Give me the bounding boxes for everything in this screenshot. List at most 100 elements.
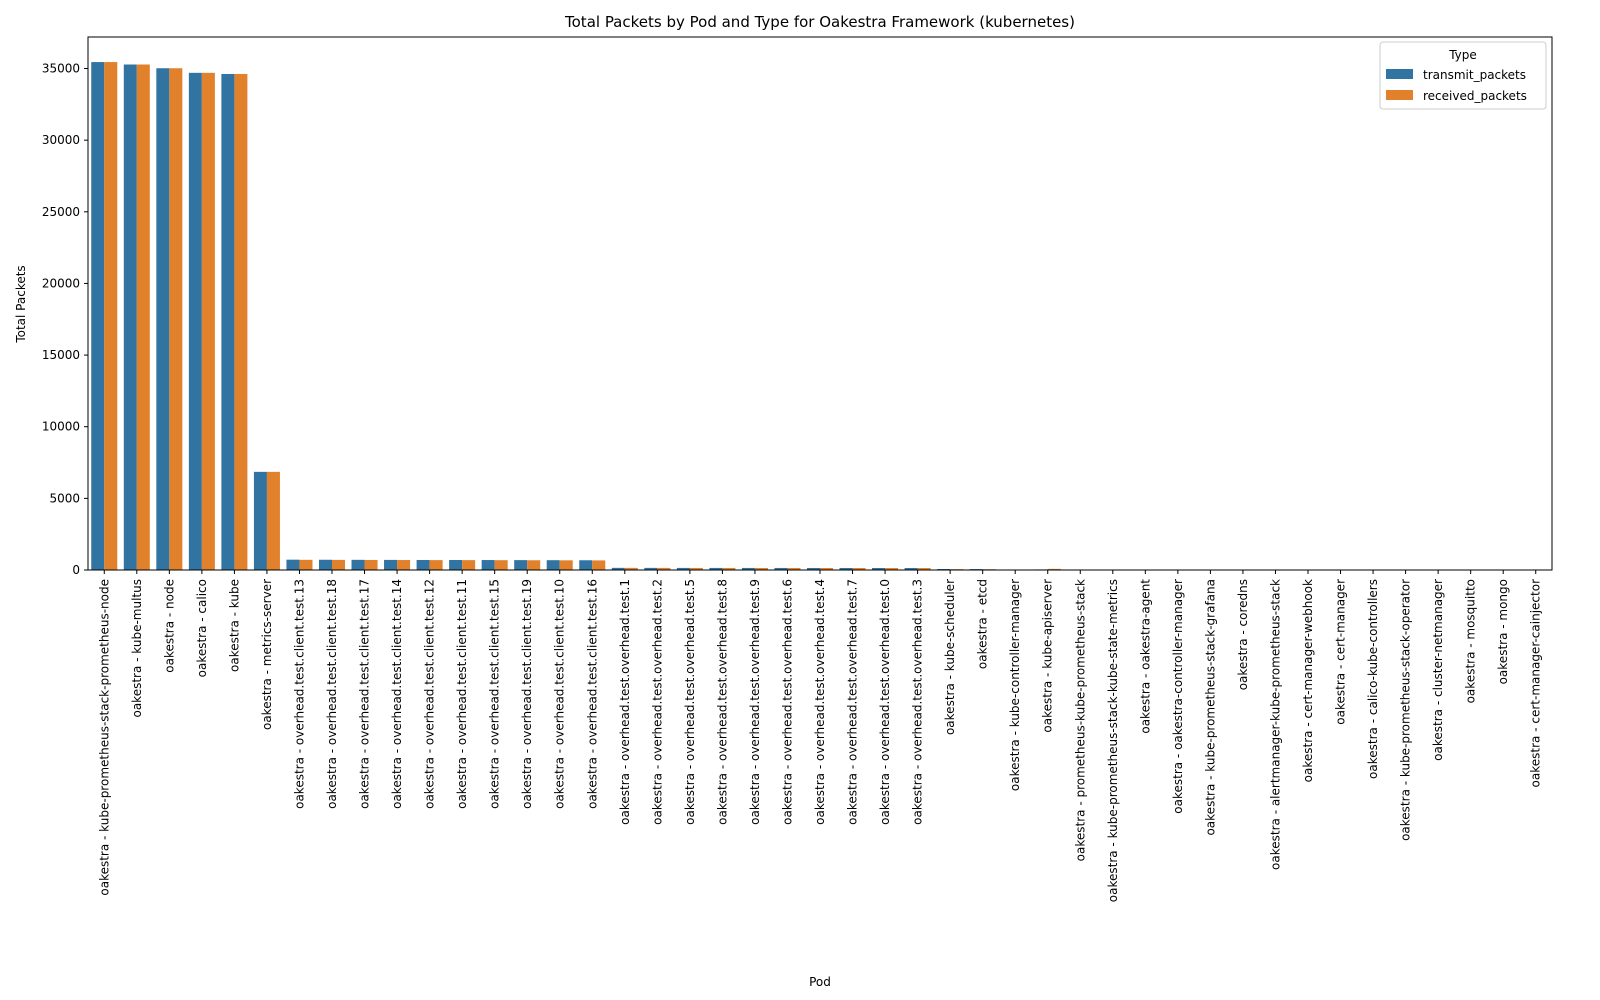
x-tick-label-29: oakestra - kube-apiserver bbox=[1041, 579, 1055, 733]
bar-received_packets-29 bbox=[1047, 568, 1061, 570]
bar-received_packets-10 bbox=[429, 560, 443, 570]
bar-transmit_packets-8 bbox=[351, 559, 365, 570]
y-tick-label-1: 5000 bbox=[49, 491, 80, 505]
x-tick-label-6: oakestra - overhead.test.client.test.13 bbox=[292, 579, 306, 809]
x-tick-label-38: oakestra - cert-manager bbox=[1334, 579, 1348, 725]
legend: Type transmit_packets received_packets bbox=[1379, 41, 1547, 110]
x-tick-label-5: oakestra - metrics-server bbox=[260, 579, 274, 730]
y-axis-label: Total Packets bbox=[14, 265, 28, 343]
x-tick-label-21: oakestra - overhead.test.overhead.test.6 bbox=[780, 579, 794, 825]
x-tick-label-27: oakestra - etcd bbox=[976, 579, 990, 669]
bar-transmit_packets-19 bbox=[709, 567, 723, 570]
bar-transmit_packets-3 bbox=[188, 72, 202, 570]
bar-received_packets-6 bbox=[299, 559, 313, 570]
bar-transmit_packets-15 bbox=[579, 560, 593, 570]
x-tick-label-22: oakestra - overhead.test.overhead.test.4 bbox=[813, 579, 827, 825]
bar-received_packets-7 bbox=[332, 559, 346, 570]
bar-received_packets-21 bbox=[787, 567, 801, 570]
x-tick-label-31: oakestra - kube-prometheus-stack-kube-st… bbox=[1106, 579, 1120, 902]
bar-transmit_packets-24 bbox=[872, 567, 886, 570]
bar-received_packets-15 bbox=[592, 560, 606, 570]
x-tick-label-28: oakestra - kube-controller-manager bbox=[1008, 579, 1022, 791]
bar-received_packets-5 bbox=[266, 471, 280, 570]
x-tick-label-11: oakestra - overhead.test.client.test.11 bbox=[455, 579, 469, 809]
bar-received_packets-3 bbox=[201, 72, 215, 570]
x-tick-label-14: oakestra - overhead.test.client.test.10 bbox=[553, 579, 567, 809]
bar-transmit_packets-1 bbox=[123, 64, 137, 570]
legend-label-transmit: transmit_packets bbox=[1423, 68, 1526, 82]
bar-transmit_packets-9 bbox=[384, 559, 398, 570]
bar-received_packets-13 bbox=[527, 560, 541, 570]
bar-transmit_packets-18 bbox=[676, 567, 690, 570]
bar-transmit_packets-13 bbox=[514, 560, 528, 570]
bar-received_packets-23 bbox=[852, 568, 866, 570]
y-axis-ticks: 0 5000 10000 15000 20000 25000 30000 35000 bbox=[42, 62, 88, 577]
x-tick-label-37: oakestra - cert-manager-webhook bbox=[1301, 579, 1315, 782]
x-tick-label-2: oakestra - node bbox=[162, 579, 176, 673]
x-tick-label-39: oakestra - calico-kube-controllers bbox=[1366, 579, 1380, 779]
x-tick-label-25: oakestra - overhead.test.overhead.test.3 bbox=[911, 579, 925, 825]
bar-received_packets-22 bbox=[820, 567, 834, 570]
x-axis-label: Pod bbox=[809, 975, 831, 989]
y-tick-label-7: 35000 bbox=[42, 62, 80, 76]
bar-received_packets-19 bbox=[722, 567, 736, 570]
x-tick-label-16: oakestra - overhead.test.overhead.test.1 bbox=[618, 579, 632, 825]
x-tick-label-30: oakestra - prometheus-kube-prometheus-st… bbox=[1073, 579, 1087, 861]
x-tick-label-33: oakestra - oakestra-controller-manager bbox=[1171, 579, 1185, 814]
x-tick-label-41: oakestra - cluster-netmanager bbox=[1431, 579, 1445, 761]
x-tick-label-43: oakestra - mongo bbox=[1496, 579, 1510, 684]
x-tick-label-34: oakestra - kube-prometheus-stack-grafana bbox=[1203, 579, 1217, 836]
bar-transmit_packets-17 bbox=[644, 567, 658, 570]
bar-transmit_packets-10 bbox=[416, 559, 430, 570]
bar-transmit_packets-20 bbox=[741, 567, 755, 570]
plot-frame bbox=[87, 36, 1553, 571]
x-tick-label-24: oakestra - overhead.test.overhead.test.0 bbox=[878, 579, 892, 825]
x-tick-label-7: oakestra - overhead.test.client.test.18 bbox=[325, 579, 339, 809]
bar-received_packets-18 bbox=[689, 567, 703, 570]
x-tick-label-26: oakestra - kube-scheduler bbox=[943, 579, 957, 735]
x-tick-label-12: oakestra - overhead.test.client.test.15 bbox=[488, 579, 502, 809]
x-tick-label-10: oakestra - overhead.test.client.test.12 bbox=[423, 579, 437, 809]
x-tick-label-8: oakestra - overhead.test.client.test.17 bbox=[358, 579, 372, 809]
x-tick-label-0: oakestra - kube-prometheus-stack-prometh… bbox=[97, 579, 111, 896]
legend-title: Type bbox=[1448, 48, 1477, 62]
x-tick-label-15: oakestra - overhead.test.client.test.16 bbox=[585, 579, 599, 809]
x-tick-label-1: oakestra - kube-multus bbox=[130, 579, 144, 718]
bar-received_packets-8 bbox=[364, 559, 378, 570]
bar-received_packets-9 bbox=[397, 560, 411, 570]
x-tick-label-44: oakestra - cert-manager-cainjector bbox=[1529, 579, 1543, 788]
bar-transmit_packets-11 bbox=[449, 560, 463, 570]
y-tick-label-2: 10000 bbox=[42, 420, 80, 434]
x-tick-label-40: oakestra - kube-prometheus-stack-operato… bbox=[1399, 579, 1413, 841]
chart-title: Total Packets by Pod and Type for Oakest… bbox=[564, 13, 1075, 31]
bar-received_packets-20 bbox=[754, 567, 768, 570]
y-tick-label-3: 15000 bbox=[42, 348, 80, 362]
bar-transmit_packets-21 bbox=[774, 567, 788, 570]
x-tick-label-3: oakestra - calico bbox=[195, 579, 209, 677]
bar-received_packets-24 bbox=[885, 568, 899, 570]
bar-transmit_packets-12 bbox=[481, 560, 495, 570]
bar-received_packets-14 bbox=[559, 560, 573, 570]
bar-transmit_packets-4 bbox=[221, 73, 235, 570]
legend-swatch-received bbox=[1386, 90, 1413, 100]
bar-received_packets-11 bbox=[462, 560, 476, 570]
x-tick-label-13: oakestra - overhead.test.client.test.19 bbox=[520, 579, 534, 809]
bar-transmit_packets-5 bbox=[253, 471, 267, 570]
x-tick-label-18: oakestra - overhead.test.overhead.test.5 bbox=[683, 579, 697, 825]
x-tick-label-9: oakestra - overhead.test.client.test.14 bbox=[390, 579, 404, 809]
x-tick-label-32: oakestra - oakestra-agent bbox=[1138, 579, 1152, 734]
legend-label-received: received_packets bbox=[1423, 89, 1527, 103]
x-tick-label-42: oakestra - mosquitto bbox=[1464, 579, 1478, 703]
x-tick-label-36: oakestra - alertmanager-kube-prometheus-… bbox=[1268, 579, 1282, 870]
bar-received_packets-17 bbox=[657, 567, 671, 570]
y-tick-label-6: 30000 bbox=[42, 133, 80, 147]
bar-transmit_packets-22 bbox=[806, 567, 820, 570]
bar-received_packets-25 bbox=[917, 568, 931, 570]
bar-transmit_packets-25 bbox=[904, 568, 918, 570]
bar-received_packets-16 bbox=[624, 567, 638, 570]
x-tick-label-4: oakestra - kube bbox=[227, 579, 241, 672]
x-tick-label-19: oakestra - overhead.test.overhead.test.8 bbox=[715, 579, 729, 825]
bar-transmit_packets-0 bbox=[91, 62, 105, 570]
legend-swatch-transmit bbox=[1386, 69, 1413, 79]
